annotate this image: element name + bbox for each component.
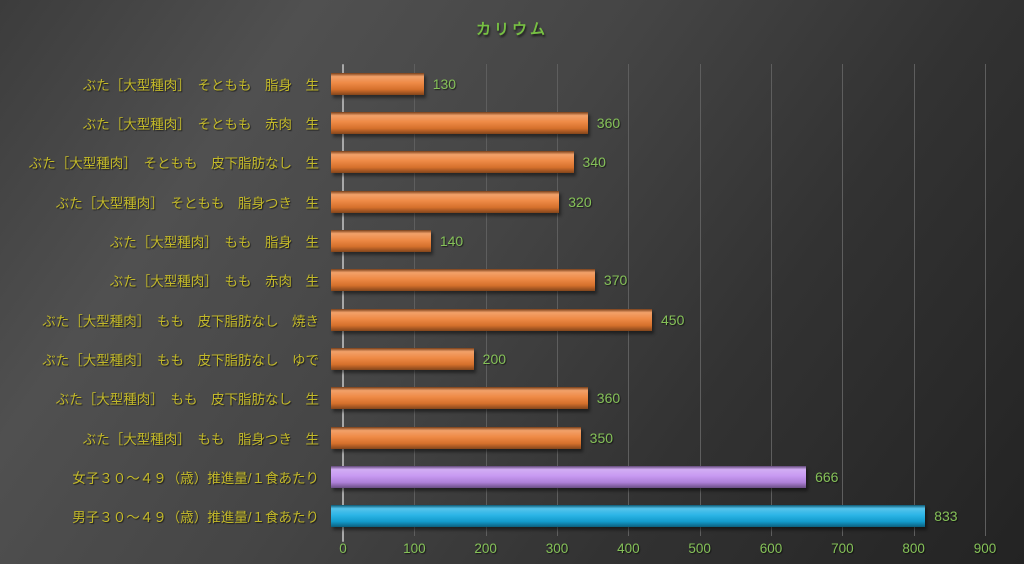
y-axis-line <box>342 64 344 542</box>
value-label: 666 <box>815 468 839 485</box>
x-axis-tick-labels: 0 100 200 300 400 500 600 700 800 900 <box>339 541 996 561</box>
chart-row: ぶた［大型種肉］ もも 赤肉 生 370 <box>0 261 1024 300</box>
bar <box>331 505 926 528</box>
chart-row: ぶた［大型種肉］ そともも 脂身つき 生 320 <box>0 182 1024 221</box>
bar <box>331 72 424 95</box>
bar-track: 450 <box>331 300 973 339</box>
chart-row: ぶた［大型種肉］ もも 皮下脂肪なし 焼き 450 <box>0 300 1024 339</box>
category-label: ぶた［大型種肉］ そともも 赤肉 生 <box>82 116 319 132</box>
chart-row: ぶた［大型種肉］ もも 脂身つき 生 350 <box>0 418 1024 457</box>
chart-row: 男子３０～４９（歳）推進量/１食あたり 833 <box>0 497 1024 536</box>
bar <box>331 387 588 410</box>
chart-row: ぶた［大型種肉］ もも 皮下脂肪なし 生 360 <box>0 379 1024 418</box>
bar-track: 340 <box>331 143 973 182</box>
value-label: 450 <box>661 311 685 328</box>
category-label: ぶた［大型種肉］ そともも 脂身 生 <box>82 77 319 93</box>
gridline <box>771 64 772 536</box>
category-label: ぶた［大型種肉］ もも 皮下脂肪なし ゆで <box>42 352 319 368</box>
bar <box>331 269 595 292</box>
gridline <box>842 64 844 536</box>
bar <box>331 111 588 134</box>
gridline <box>628 64 630 536</box>
category-label: ぶた［大型種肉］ もも 赤肉 生 <box>109 274 319 290</box>
x-tick-label: 0 <box>339 541 347 556</box>
chart-row: ぶた［大型種肉］ そともも 皮下脂肪なし 生 340 <box>0 143 1024 182</box>
value-label: 360 <box>596 390 621 407</box>
category-label: ぶた［大型種肉］ そともも 皮下脂肪なし 生 <box>28 156 319 172</box>
x-tick-label: 800 <box>902 541 925 556</box>
bar-track: 666 <box>331 457 973 496</box>
bar-rows: ぶた［大型種肉］ そともも 脂身 生 130 ぶた［大型種肉］ そともも 赤肉 生 3… <box>0 64 1024 536</box>
chart-row: 女子３０～４９（歳）推進量/１食あたり 666 <box>0 457 1024 496</box>
category-label: ぶた［大型種肉］ もも 皮下脂肪なし 焼き <box>42 313 319 329</box>
bar <box>331 426 581 449</box>
bar <box>331 190 560 213</box>
bar-track: 360 <box>331 103 973 142</box>
x-tick-label: 700 <box>831 541 854 556</box>
bar-track: 200 <box>331 339 973 378</box>
category-label: 男子３０～４９（歳）推進量/１食あたり <box>72 510 319 526</box>
bar <box>331 465 807 488</box>
x-tick-label: 100 <box>403 541 426 556</box>
category-label: 女子３０～４９（歳）推進量/１食あたり <box>72 470 319 486</box>
chart-row: ぶた［大型種肉］ そともも 脂身 生 130 <box>0 64 1024 103</box>
x-tick-label: 500 <box>688 541 711 556</box>
x-tick-label: 600 <box>759 541 783 556</box>
bar-track: 370 <box>331 261 973 300</box>
chart-row: ぶた［大型種肉］ もも 皮下脂肪なし ゆで 200 <box>0 339 1024 378</box>
x-tick-label: 300 <box>545 541 569 556</box>
x-tick-label: 900 <box>973 541 997 556</box>
bar <box>331 308 652 331</box>
bar-track: 140 <box>331 221 973 260</box>
bar <box>331 151 574 174</box>
bar-track: 833 <box>331 497 973 536</box>
x-tick-label: 200 <box>474 541 497 556</box>
chart-row: ぶた［大型種肉］ もも 脂身 生 140 <box>0 221 1024 260</box>
x-tick-label: 400 <box>617 541 640 556</box>
category-label: ぶた［大型種肉］ そともも 脂身つき 生 <box>55 195 319 211</box>
gridline <box>985 64 986 536</box>
chart-row: ぶた［大型種肉］ そともも 赤肉 生 360 <box>0 103 1024 142</box>
bar-track: 320 <box>331 182 973 221</box>
gridline <box>414 64 416 536</box>
chart-title: カリウム <box>475 21 548 38</box>
gridline <box>699 64 701 536</box>
value-label: 360 <box>596 114 621 131</box>
value-label: 340 <box>582 154 606 171</box>
value-label: 200 <box>482 350 507 367</box>
gridline <box>913 64 915 536</box>
bar-track: 130 <box>331 64 973 103</box>
category-label: ぶた［大型種肉］ もも 脂身つき 生 <box>82 431 319 447</box>
value-label: 370 <box>603 272 628 289</box>
bar <box>331 347 474 370</box>
bar-track: 360 <box>331 379 973 418</box>
value-label: 350 <box>589 429 614 446</box>
gridline <box>485 64 487 536</box>
bar-track: 350 <box>331 418 973 457</box>
category-label: ぶた［大型種肉］ もも 皮下脂肪なし 生 <box>55 392 319 408</box>
gridline <box>557 64 558 536</box>
value-label: 130 <box>432 75 457 92</box>
plot-area <box>342 64 986 542</box>
value-label: 140 <box>439 232 464 249</box>
value-label: 833 <box>934 508 958 525</box>
bar <box>331 229 431 252</box>
category-label: ぶた［大型種肉］ もも 脂身 生 <box>109 234 319 250</box>
value-label: 320 <box>568 193 592 210</box>
